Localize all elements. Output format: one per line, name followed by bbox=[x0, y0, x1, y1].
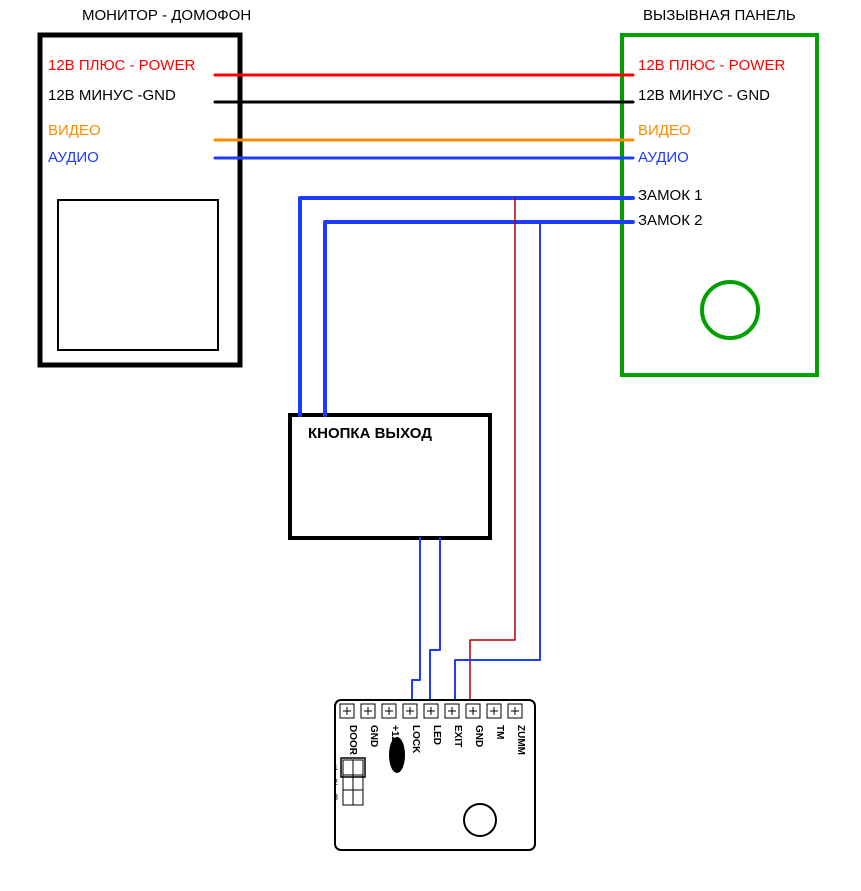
call-button-circle bbox=[702, 282, 758, 338]
audio-label-left: АУДИО bbox=[48, 149, 99, 166]
controller-pin-label: GND bbox=[473, 725, 484, 747]
thin-blue-12v-wire bbox=[430, 538, 440, 706]
controller-pin-label: DOOR bbox=[347, 725, 358, 756]
monitor-title: МОНИТОР - ДОМОФОН bbox=[82, 7, 251, 24]
controller-buzzer bbox=[464, 804, 496, 836]
controller-pin-label: LED bbox=[431, 725, 442, 745]
thin-blue-exit-wire bbox=[455, 222, 540, 706]
controller-pin-label: ZUMM bbox=[515, 725, 526, 755]
controller-pin-label: LOCK bbox=[410, 725, 421, 754]
controller-pin-label: EXIT bbox=[452, 725, 463, 747]
lock1-label: ЗАМОК 1 bbox=[638, 187, 702, 204]
gnd-label-left: 12В МИНУС -GND bbox=[48, 87, 176, 104]
lock2-label: ЗАМОК 2 bbox=[638, 212, 702, 229]
power-label-left: 12В ПЛЮС - POWER bbox=[48, 57, 195, 74]
controller-pin-label: TM bbox=[494, 725, 505, 739]
monitor-screen bbox=[58, 200, 218, 350]
controller-pin-label: GND bbox=[368, 725, 379, 747]
lock2-wire bbox=[325, 222, 633, 415]
video-label-left: ВИДЕО bbox=[48, 122, 101, 139]
audio-label-right: АУДИО bbox=[638, 149, 689, 166]
thin-blue-lock-wire bbox=[412, 538, 420, 706]
gnd-label-right: 12В МИНУС - GND bbox=[638, 87, 770, 104]
svg-text:3: 3 bbox=[334, 793, 339, 802]
controller-chip bbox=[389, 737, 405, 773]
wiring-diagram: DOORGND+12VLOCKLEDEXITGNDTMZUMM123МОНИТО… bbox=[0, 0, 861, 886]
power-label-right: 12В ПЛЮС - POWER bbox=[638, 57, 785, 74]
svg-text:1: 1 bbox=[334, 763, 339, 772]
thin-red-wire bbox=[470, 198, 515, 706]
video-label-right: ВИДЕО bbox=[638, 122, 691, 139]
exit-button-label: КНОПКА ВЫХОД bbox=[308, 425, 432, 442]
lock1-wire bbox=[300, 198, 633, 415]
call-panel-box bbox=[622, 35, 817, 375]
svg-text:2: 2 bbox=[334, 778, 339, 787]
panel-title: ВЫЗЫВНАЯ ПАНЕЛЬ bbox=[643, 7, 796, 24]
